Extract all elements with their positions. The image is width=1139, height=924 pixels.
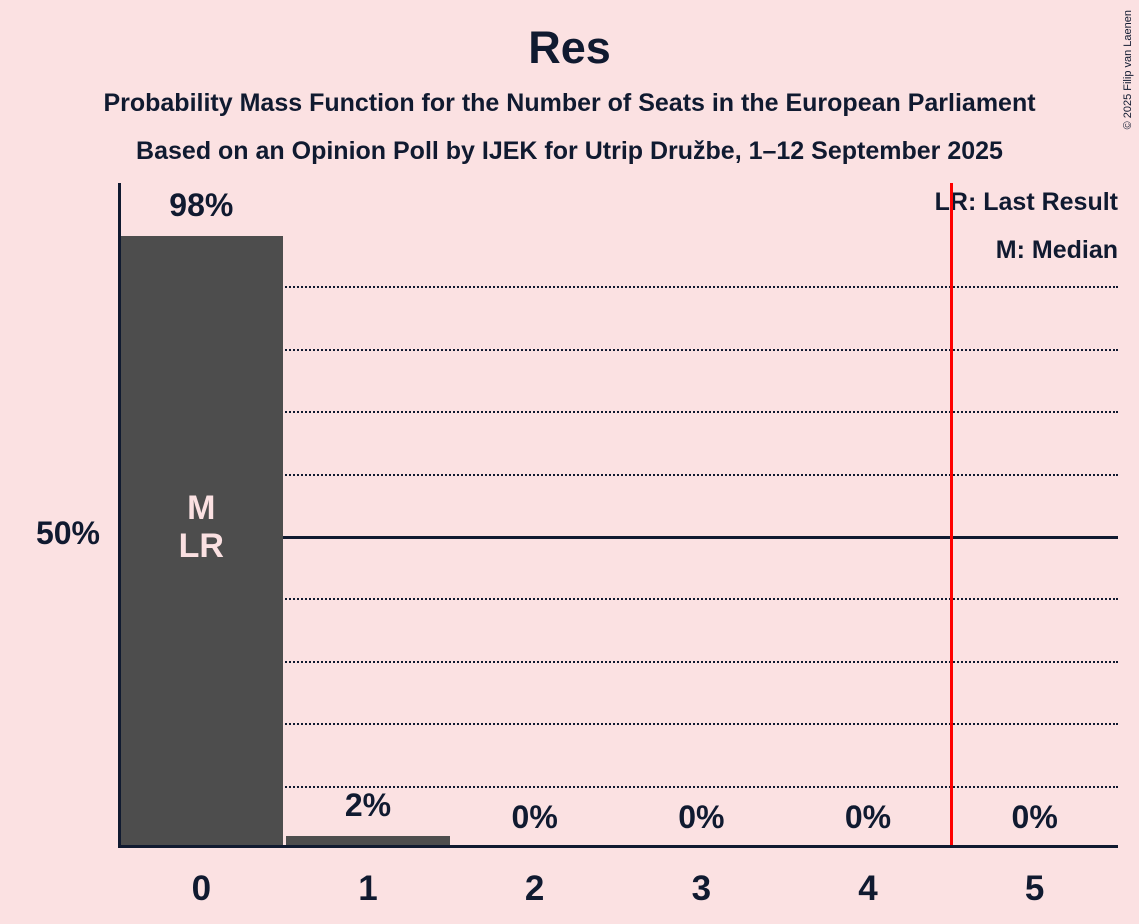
x-tick-label-2: 2 xyxy=(524,869,545,908)
copyright-text: © 2025 Filip van Laenen xyxy=(1122,10,1134,130)
x-tick-label-3: 3 xyxy=(691,869,712,908)
annotation-line-lr: LR xyxy=(178,527,224,565)
bar-value-label-3: 0% xyxy=(678,799,725,835)
x-tick-label-0: 0 xyxy=(191,869,212,908)
x-tick-label-4: 4 xyxy=(858,869,878,908)
gridline-20pct xyxy=(118,723,1118,726)
chart-subtitle-line1: Probability Mass Function for the Number… xyxy=(103,89,1036,117)
y-axis-50pct-label: 50% xyxy=(35,515,100,551)
bar-value-label-1: 2% xyxy=(344,786,392,823)
legend-last-result: LR: Last Result xyxy=(934,188,1118,216)
x-axis-line xyxy=(118,845,1118,848)
bar-seats-0 xyxy=(119,236,284,848)
gridline-10pct xyxy=(118,785,1118,788)
x-tick-label-1: 1 xyxy=(358,869,378,908)
bar-value-label-4: 0% xyxy=(844,799,892,835)
gridline-70pct xyxy=(118,411,1118,414)
legend: LR: Last Result M: Median xyxy=(935,178,1118,274)
gridline-30pct xyxy=(118,660,1118,663)
last-result-line xyxy=(949,183,953,848)
median-last-result-annotation: M LR xyxy=(118,489,285,565)
bar-seats-1 xyxy=(286,835,450,848)
annotation-line-m: M xyxy=(187,489,216,527)
gridline-80pct xyxy=(118,348,1118,351)
legend-median: M: Median xyxy=(995,236,1118,264)
y-axis-line xyxy=(118,183,121,848)
gridline-90pct xyxy=(118,286,1118,289)
bar-value-label-0: 98% xyxy=(169,187,234,224)
chart-title: Res xyxy=(528,22,611,73)
bar-value-label-2: 0% xyxy=(511,799,558,835)
x-tick-label-5: 5 xyxy=(1024,869,1045,908)
chart-subtitle-line2: Based on an Opinion Poll by IJEK for Utr… xyxy=(136,137,1003,165)
gridline-40pct xyxy=(118,598,1118,601)
bar-value-label-5: 0% xyxy=(1011,799,1058,835)
copyright-notice: © 2025 Filip van Laenen xyxy=(1122,10,1134,180)
gridline-60pct xyxy=(118,473,1118,476)
gridline-50pct xyxy=(118,536,1118,539)
